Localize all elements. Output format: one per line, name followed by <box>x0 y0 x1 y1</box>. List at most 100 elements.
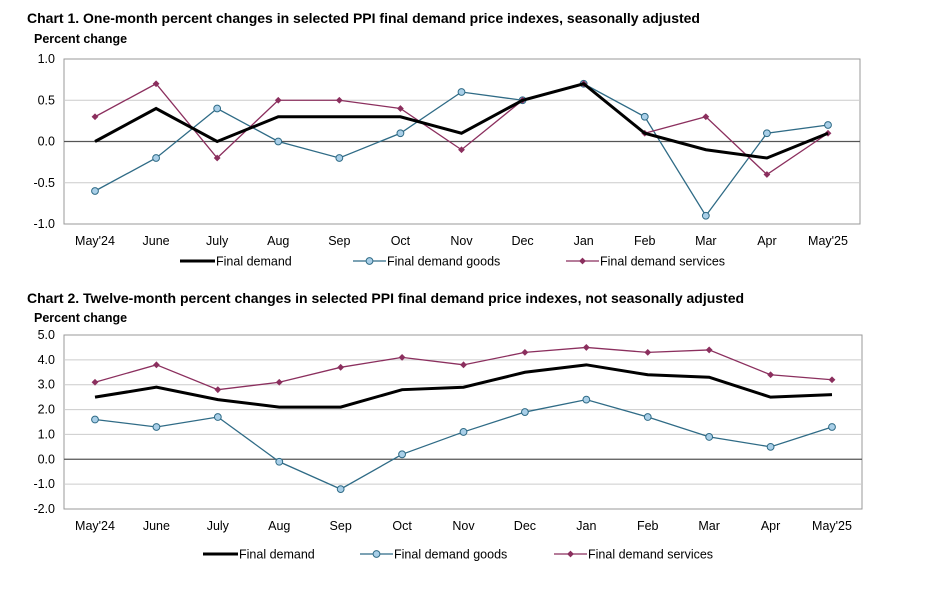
y-tick-label: 5.0 <box>38 328 55 342</box>
legend-label: Final demand <box>216 255 292 269</box>
x-tick-label: Feb <box>634 234 656 248</box>
x-tick-label: July <box>207 519 230 533</box>
legend-item-services: Final demand services <box>554 548 713 562</box>
data-point-goods <box>336 485 345 494</box>
data-point-goods <box>824 121 832 129</box>
x-tick-label: Mar <box>698 519 720 533</box>
x-tick-label: May'25 <box>812 519 852 533</box>
data-point-services <box>335 96 343 104</box>
data-point-goods <box>640 112 649 121</box>
data-point-services <box>91 113 99 121</box>
legend-label: Final demand <box>239 548 315 562</box>
y-tick-label: 3.0 <box>38 378 55 392</box>
x-tick-label: Sep <box>328 234 350 248</box>
x-tick-label: Mar <box>695 234 717 248</box>
data-point-services <box>337 363 345 371</box>
legend-item-services: Final demand services <box>566 255 725 269</box>
data-point-goods <box>643 413 652 421</box>
x-tick-label: Apr <box>761 519 780 533</box>
x-tick-label: July <box>206 234 229 248</box>
data-point-goods <box>457 88 466 96</box>
y-tick-label: -1.0 <box>33 217 55 231</box>
data-point-goods <box>766 442 775 451</box>
data-point-services <box>275 378 283 386</box>
legend-item-fd: Final demand <box>203 548 315 562</box>
x-tick-label: Nov <box>452 519 475 533</box>
y-tick-label: 1.0 <box>38 52 55 66</box>
series-line-fd <box>94 82 829 160</box>
data-point-goods <box>763 129 771 138</box>
series-line-services <box>94 346 833 391</box>
data-point-goods <box>396 129 405 138</box>
x-tick-label: Sep <box>330 519 352 533</box>
chart1-ylabel: Percent change <box>34 32 128 46</box>
legend-label: Final demand services <box>588 548 713 562</box>
x-tick-label: June <box>143 234 170 248</box>
data-point-goods <box>582 395 591 404</box>
y-tick-label: -1.0 <box>33 477 55 491</box>
plot-frame <box>63 334 863 510</box>
data-point-services <box>153 361 160 369</box>
x-tick-label: Aug <box>267 234 289 248</box>
data-point-services <box>644 349 652 356</box>
data-point-goods <box>213 104 222 113</box>
data-point-goods <box>459 428 468 436</box>
data-point-services <box>152 80 160 88</box>
data-point-services <box>91 378 99 386</box>
data-point-goods <box>521 408 529 416</box>
x-tick-label: May'24 <box>75 234 115 248</box>
data-point-services <box>763 171 771 178</box>
x-tick-label: Apr <box>757 234 776 248</box>
legend-label: Final demand goods <box>387 255 500 269</box>
data-point-goods <box>335 154 344 162</box>
x-tick-label: Jan <box>574 234 594 248</box>
data-point-services <box>397 105 404 112</box>
series-line-goods <box>94 398 833 490</box>
series-fd <box>94 82 829 160</box>
data-point-goods <box>398 450 406 459</box>
series-goods <box>91 79 832 220</box>
y-tick-label: 0.0 <box>38 452 55 466</box>
data-point-goods <box>91 415 99 424</box>
legend-item-fd: Final demand <box>180 255 292 269</box>
x-tick-label: Nov <box>450 234 473 248</box>
y-tick-label: -2.0 <box>33 502 55 516</box>
data-point-goods <box>152 154 160 162</box>
data-point-goods <box>274 137 283 146</box>
y-tick-label: 1.0 <box>38 427 55 441</box>
data-point-services <box>213 154 221 162</box>
x-tick-label: June <box>143 519 170 533</box>
legend-marker <box>567 550 574 558</box>
data-point-services <box>460 361 467 369</box>
legend-marker <box>372 550 381 558</box>
y-tick-label: 4.0 <box>38 353 55 367</box>
legend-item-goods: Final demand goods <box>353 255 500 269</box>
data-point-services <box>398 353 406 361</box>
x-tick-label: Aug <box>268 519 290 533</box>
x-tick-label: Oct <box>392 519 412 533</box>
x-tick-label: Feb <box>637 519 659 533</box>
x-tick-label: Jan <box>576 519 596 533</box>
x-tick-label: Dec <box>511 234 533 248</box>
series-line-fd <box>94 363 833 409</box>
y-tick-label: 2.0 <box>38 403 55 417</box>
data-point-goods <box>828 423 836 431</box>
legend-label: Final demand services <box>600 255 725 269</box>
data-point-services <box>521 349 529 356</box>
series-goods <box>91 395 836 494</box>
x-tick-label: Dec <box>514 519 536 533</box>
data-point-services <box>705 346 713 354</box>
chart1-title: Chart 1. One-month percent changes in se… <box>27 10 700 26</box>
x-tick-label: Oct <box>391 234 411 248</box>
data-point-services <box>767 371 774 379</box>
data-point-services <box>582 344 590 351</box>
legend-label: Final demand goods <box>394 548 507 562</box>
data-point-goods <box>275 457 284 466</box>
legend-item-goods: Final demand goods <box>360 548 507 562</box>
chart1-plot: 1.0 0.5 0.0 -0.5 -1.0 May'24 June July Aug Sep Oct… <box>33 52 861 269</box>
x-tick-label: May'24 <box>75 519 115 533</box>
data-point-services <box>458 146 465 154</box>
data-point-goods <box>705 433 714 441</box>
data-point-goods <box>213 413 222 421</box>
